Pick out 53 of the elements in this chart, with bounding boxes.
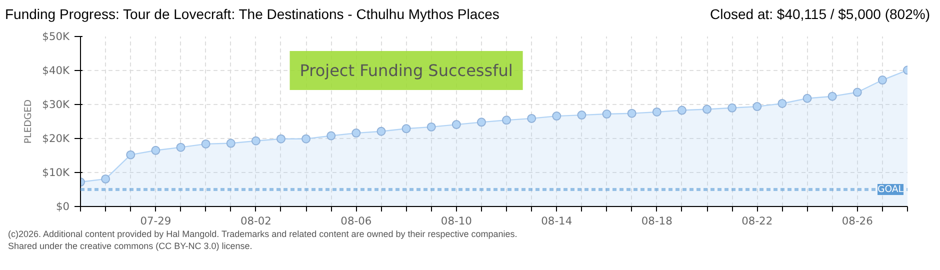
x-tick-label: 08-26: [842, 214, 874, 228]
point: [652, 107, 662, 116]
point: [828, 92, 837, 101]
point: [376, 126, 386, 136]
annotation: Project Funding Successful: [300, 61, 513, 80]
point: [677, 106, 686, 115]
x-tick-label: 07-29: [140, 214, 172, 228]
point: [226, 138, 236, 148]
x-tick-label: 08-18: [641, 214, 673, 228]
y-tick-label: $50K: [42, 30, 71, 43]
point: [452, 120, 461, 130]
point: [201, 139, 210, 148]
chart-subtitle: Closed at: $40,115 / $5,000 (802%): [710, 5, 930, 24]
text: (c)2026. Additional content provided by Hal Mangold. Trademarks and related content are owned by their respective companies.: [8, 229, 518, 239]
point: [602, 110, 612, 119]
point: [302, 134, 311, 144]
point: [151, 146, 160, 155]
point: [126, 150, 136, 160]
x-tick-label: 08-10: [440, 214, 472, 228]
point: [552, 112, 562, 121]
y-tick-label: $0: [56, 200, 70, 213]
x-tick-label: 08-22: [742, 214, 773, 228]
point: [878, 76, 887, 85]
y-axis-title: PLEDGED: [23, 99, 34, 144]
point: [778, 98, 787, 108]
point: [577, 110, 586, 120]
point: [352, 128, 361, 138]
point: [752, 102, 762, 112]
point: [802, 94, 812, 103]
y-tick-label: $40K: [42, 64, 71, 77]
point: [426, 122, 436, 132]
point: [101, 174, 110, 184]
point: [527, 114, 536, 123]
point: [702, 104, 712, 114]
x-tick-label: 08-14: [541, 214, 572, 228]
point: [476, 118, 486, 127]
point: [276, 134, 286, 144]
x-tick-label: 08-06: [340, 214, 372, 228]
point: [728, 103, 737, 112]
point: [251, 136, 260, 146]
point: [627, 108, 636, 118]
y-tick-label: $30K: [42, 98, 71, 111]
y-tick-label: $10K: [42, 166, 71, 179]
chart-title: Funding Progress: Tour de Lovecraft: The Destinations - Cthulhu Mythos Places: [5, 5, 500, 24]
point: [402, 124, 411, 134]
text: Shared under the creative commons (CC BY-NC 3.0) license.: [8, 241, 252, 251]
point: [326, 131, 336, 140]
point: [852, 88, 862, 97]
x-tick-label: 08-02: [240, 214, 272, 228]
y-tick-label: $20K: [42, 132, 71, 145]
ref-line-label: GOAL: [878, 184, 904, 195]
point: [502, 116, 512, 125]
point: [176, 142, 186, 152]
